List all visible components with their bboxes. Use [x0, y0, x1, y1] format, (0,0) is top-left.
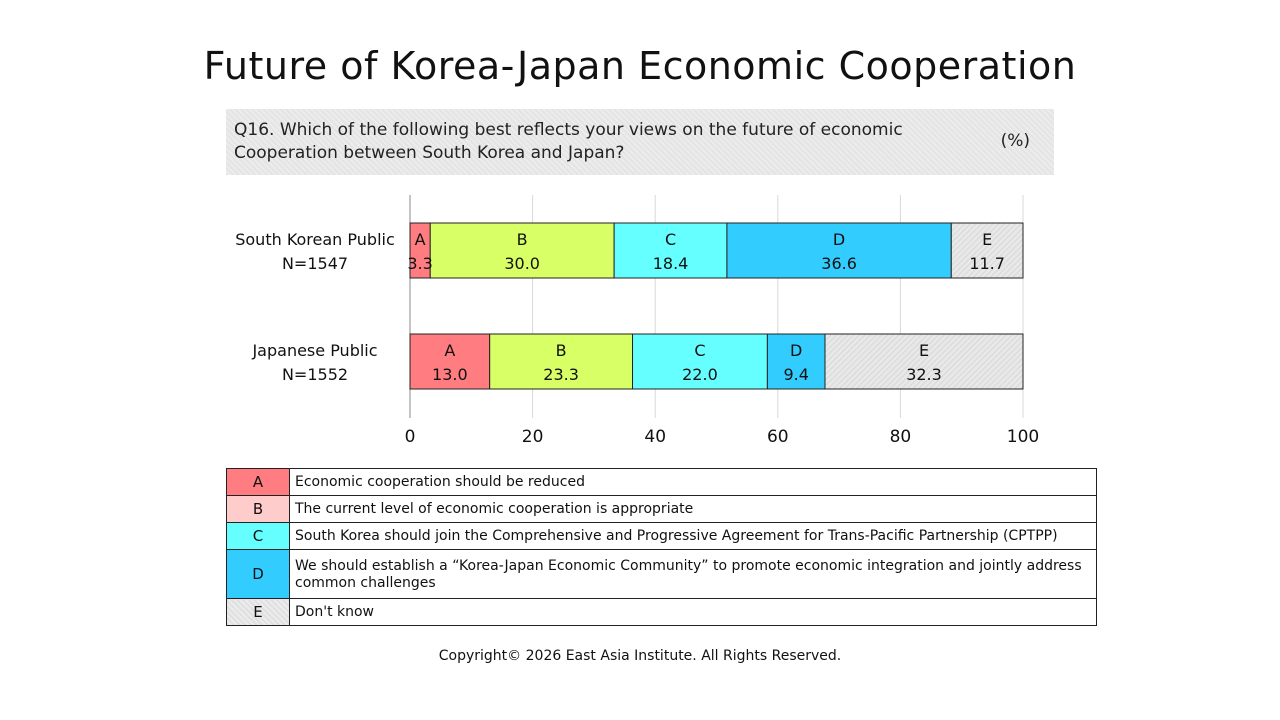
legend-row: C South Korea should join the Comprehensi…	[226, 522, 1097, 550]
bar-segment-d	[726, 222, 952, 279]
legend-row: D We should establish a “Korea-Japan Econ…	[226, 549, 1097, 599]
legend-code: C	[226, 522, 290, 550]
legend-description: South Korea should join the Comprehensiv…	[289, 522, 1097, 550]
data-label: 9.4	[783, 365, 808, 384]
category-label: Japanese Public	[251, 341, 377, 360]
segment-series-label: A	[444, 341, 455, 360]
legend-code: B	[226, 495, 290, 523]
x-tick-label: 80	[890, 427, 912, 447]
legend-table: A Economic cooperation should be reduced B…	[226, 468, 1097, 626]
unit-label: (%)	[1000, 131, 1030, 151]
bar-segment-e	[824, 333, 1024, 390]
data-label: 23.3	[543, 365, 579, 384]
x-tick-label: 100	[1007, 427, 1039, 447]
bar-segment-e	[950, 222, 1024, 279]
bar-segment-b	[429, 222, 615, 279]
segment-series-label: C	[694, 341, 705, 360]
legend-code: D	[226, 549, 290, 599]
x-tick-label: 40	[644, 427, 666, 447]
legend-description: We should establish a “Korea-Japan Econo…	[289, 549, 1097, 599]
stacked-bar-chart: South Korean Public N=1547 A 3.3 B 30.0 C 18.4 D…	[235, 195, 1039, 447]
legend-code: E	[226, 598, 290, 626]
bar-segment-b	[489, 333, 634, 390]
segment-series-label: B	[517, 230, 528, 249]
legend-description: Don't know	[289, 598, 1097, 626]
chart-title: Future of Korea-Japan Economic Cooperati…	[203, 44, 1077, 88]
data-label: 18.4	[653, 254, 689, 273]
data-label: 13.0	[432, 365, 468, 384]
legend-row: B The current level of economic cooperati…	[226, 495, 1097, 523]
legend-row: A Economic cooperation should be reduced	[226, 468, 1097, 496]
segment-series-label: D	[833, 230, 845, 249]
data-label: 3.3	[407, 254, 432, 273]
segment-series-label: E	[982, 230, 992, 249]
question-box: Q16. Which of the following best reflect…	[226, 109, 1054, 175]
legend-description: Economic cooperation should be reduced	[289, 468, 1097, 496]
legend-code: A	[226, 468, 290, 496]
legend-row: E Don't know	[226, 598, 1097, 626]
copyright: Copyright© 2026 East Asia Institute. All…	[438, 648, 842, 664]
legend-description: The current level of economic cooperatio…	[289, 495, 1097, 523]
segment-series-label: A	[415, 230, 426, 249]
bar-segment-d	[766, 333, 826, 390]
category-label: South Korean Public	[235, 230, 395, 249]
data-label: 30.0	[504, 254, 540, 273]
data-label: 22.0	[682, 365, 718, 384]
segment-series-label: E	[919, 341, 929, 360]
bar-segment-c	[613, 222, 728, 279]
question-text: Q16. Which of the following best reflect…	[234, 120, 903, 163]
data-label: 11.7	[969, 254, 1005, 273]
x-tick-label: 20	[522, 427, 544, 447]
x-tick-label: 60	[767, 427, 789, 447]
segment-series-label: D	[790, 341, 802, 360]
segment-series-label: B	[556, 341, 567, 360]
segment-series-label: C	[665, 230, 676, 249]
category-label: N=1547	[282, 254, 348, 273]
data-label: 36.6	[821, 254, 857, 273]
category-label: N=1552	[282, 365, 348, 384]
x-tick-label: 0	[405, 427, 416, 447]
data-label: 32.3	[906, 365, 942, 384]
